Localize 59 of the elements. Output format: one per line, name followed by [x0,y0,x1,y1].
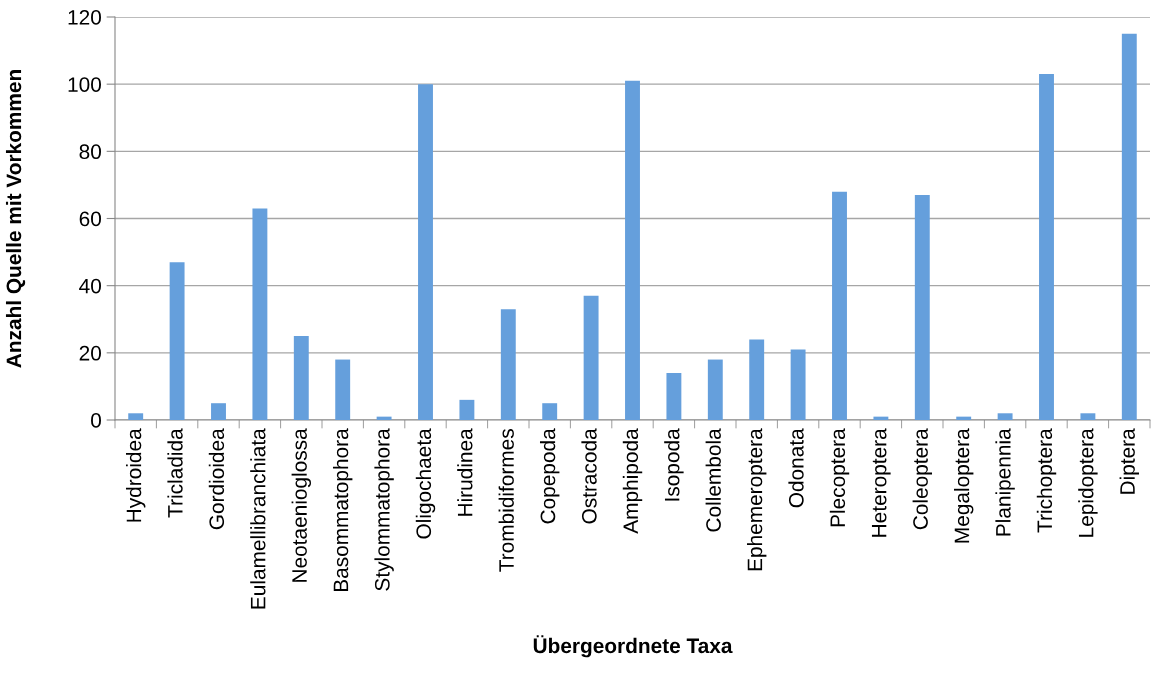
x-tick-label: Isopoda [664,428,684,501]
x-tick-label: Odonata [788,428,804,508]
x-tick-label: Megaloptera [953,428,974,543]
x-tick-label: Coleoptera [912,428,933,530]
bar [542,403,558,420]
bar [1080,413,1096,420]
x-tick-label: Oligochaeta [415,428,436,539]
bar [873,416,889,420]
y-tick-label: 80 [79,144,101,160]
bar [211,403,226,420]
y-tick-label: 40 [79,278,101,294]
bar [914,194,930,420]
y-tick-label: 120 [68,10,101,25]
x-tick-label: Basommatophora [332,428,353,592]
x-tick-label: Tricladida [167,428,183,518]
x-tick-label: Diptera [1119,428,1140,494]
bar [293,336,309,420]
x-tick-label: Hirudinea [457,428,473,516]
x-tick-label: Plecoptera [829,428,850,527]
bar [459,399,475,420]
bar [749,339,765,420]
bar [418,84,433,420]
x-tick-label: Ephemeroptera [746,428,767,571]
bar [832,191,847,420]
x-tick-label: Stylommatophora [374,428,394,591]
bar [1039,74,1054,420]
y-tick-label: 0 [91,413,101,428]
x-tick-label: Copepoda [539,428,560,524]
bar [252,208,268,420]
bar [583,295,599,420]
bar [376,416,392,420]
x-tick-label: Neotaenioglossa [291,428,312,582]
x-tick-label: Ostracoda [581,428,597,524]
bar [666,372,682,420]
x-tick-label: Lepidoptera [1078,428,1098,537]
x-tick-label: Heteroptera [871,428,891,537]
x-tick-label: Collembola [705,428,721,532]
bar [128,413,144,420]
bar [169,262,185,420]
bar [625,80,640,420]
x-tick-label: Gordioidea [208,428,225,530]
x-tick-label: Trichoptera [1036,428,1057,533]
bar [997,413,1013,420]
x-tick-label: Trombidiformes [498,429,514,572]
bar [1121,33,1137,420]
x-tick-label: Amphipoda [622,428,643,534]
bar [335,359,351,420]
bar [956,416,972,420]
bar [707,359,723,420]
bar [790,349,806,420]
y-tick-label: 20 [79,345,101,361]
x-tick-label: Eulamellibranchiata [250,428,266,609]
x-axis-title: Übergeordnete Taxa [533,635,733,658]
y-axis-title: Anzahl Quelle mit Vorkommen [5,70,26,368]
x-tick-label: Planipennia [995,428,1015,536]
bar [500,309,516,420]
x-tick-label: Hydroidea [125,428,146,522]
y-tick-label: 100 [68,77,101,92]
y-tick-label: 60 [79,211,101,227]
